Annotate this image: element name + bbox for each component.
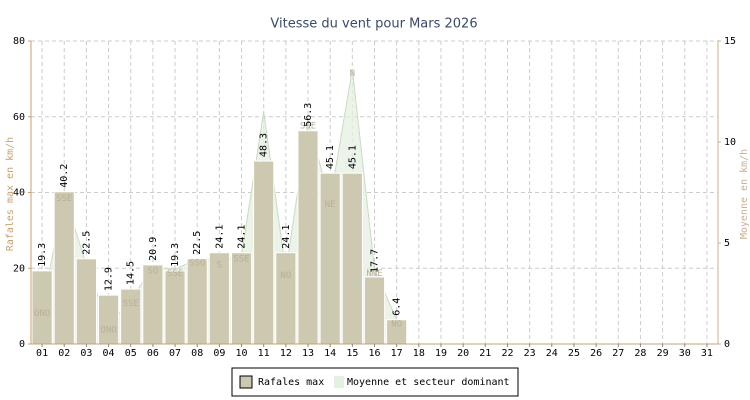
- x-tick-label: 02: [58, 348, 70, 359]
- y-tick-label: 60: [13, 112, 25, 123]
- value-label: 17.7: [370, 249, 381, 273]
- y-tick-label: 80: [13, 36, 25, 47]
- x-tick-label: 01: [36, 348, 48, 359]
- bar: [53, 191, 75, 345]
- value-label: 48.3: [259, 133, 270, 157]
- x-tick-label: 22: [501, 348, 513, 359]
- bar: [120, 288, 142, 345]
- legend-label: Rafales max: [258, 377, 324, 388]
- value-label: 45.1: [325, 145, 336, 169]
- sector-label: SO: [147, 267, 158, 277]
- x-tick-label: 15: [346, 348, 358, 359]
- legend-label: Moyenne et secteur dominant: [347, 377, 510, 388]
- x-tick-label: 07: [169, 348, 181, 359]
- value-label: 14.5: [126, 261, 137, 285]
- y2-tick-label: 0: [724, 339, 730, 350]
- bar: [230, 252, 253, 345]
- bar: [319, 172, 341, 345]
- x-tick-label: 17: [391, 348, 403, 359]
- sector-label: SSE: [167, 269, 183, 279]
- bar: [75, 258, 97, 345]
- value-label: 24.1: [237, 225, 248, 249]
- x-tick-label: 31: [701, 348, 713, 359]
- value-label: 40.2: [59, 164, 70, 188]
- bar: [31, 270, 53, 345]
- value-label: 56.3: [303, 103, 314, 127]
- x-tick-label: 06: [147, 348, 159, 359]
- legend-swatch: [239, 375, 253, 389]
- y2-tick-label: 15: [724, 36, 736, 47]
- x-tick-label: 30: [679, 348, 691, 359]
- sector-label: S: [217, 261, 222, 271]
- bar: [297, 130, 319, 345]
- y-tick-label: 40: [13, 188, 25, 199]
- sector-label: NO: [391, 319, 402, 329]
- x-tick-label: 13: [302, 348, 314, 359]
- x-tick-label: 14: [324, 348, 336, 359]
- value-label: 22.5: [81, 231, 92, 255]
- bar: [164, 270, 186, 345]
- bar: [253, 160, 275, 345]
- sector-label: NO: [280, 271, 291, 281]
- sector-label: SSE: [56, 194, 72, 204]
- y2-tick-label: 10: [724, 137, 736, 148]
- sector-label: ONO: [34, 309, 50, 319]
- x-tick-label: 21: [479, 348, 491, 359]
- legend-swatch: [334, 376, 344, 388]
- x-tick-label: 11: [258, 348, 270, 359]
- x-tick-label: 29: [657, 348, 669, 359]
- x-tick-label: 27: [612, 348, 624, 359]
- x-tick-label: 10: [236, 348, 248, 359]
- x-tick-label: 19: [435, 348, 447, 359]
- x-tick-label: 09: [213, 348, 225, 359]
- sector-label: N: [350, 69, 355, 79]
- value-label: 22.5: [192, 231, 203, 255]
- x-tick-label: 18: [413, 348, 425, 359]
- value-label: 6.4: [392, 298, 403, 316]
- bar: [275, 252, 297, 345]
- value-label: 20.9: [148, 237, 159, 261]
- bar: [363, 276, 386, 345]
- x-tick-label: 23: [524, 348, 536, 359]
- sector-label: NE: [325, 200, 336, 210]
- sector-label: ONO: [100, 325, 116, 335]
- sector-label: SSE: [300, 121, 316, 131]
- x-tick-label: 03: [80, 348, 92, 359]
- x-tick-label: 12: [280, 348, 292, 359]
- sector-label: SSE: [123, 299, 139, 309]
- bar: [97, 294, 120, 345]
- legend-box: [231, 367, 519, 397]
- y-axis-label: Rafales max en km/h: [5, 137, 16, 251]
- value-label: 24.1: [281, 225, 292, 249]
- x-tick-label: 28: [634, 348, 646, 359]
- x-tick-label: 16: [368, 348, 380, 359]
- x-tick-label: 04: [103, 348, 115, 359]
- x-tick-label: 24: [546, 348, 558, 359]
- x-tick-label: 20: [457, 348, 469, 359]
- sector-label: SSE: [233, 255, 249, 265]
- value-label: 19.3: [37, 243, 48, 267]
- value-label: 45.1: [347, 145, 358, 169]
- x-tick-label: 08: [191, 348, 203, 359]
- value-label: 19.3: [170, 243, 181, 267]
- value-label: 24.1: [214, 225, 225, 249]
- sector-label: SSO: [189, 259, 205, 269]
- sector-label: NNE: [366, 269, 382, 279]
- value-label: 12.9: [104, 267, 115, 291]
- bar: [341, 172, 363, 345]
- x-tick-label: 25: [568, 348, 580, 359]
- y-tick-label: 0: [19, 339, 25, 350]
- x-tick-label: 05: [125, 348, 137, 359]
- chart-title: Vitesse du vent pour Mars 2026: [270, 17, 477, 32]
- x-tick-label: 26: [590, 348, 602, 359]
- y2-axis-label: Moyenne en km/h: [739, 149, 750, 239]
- bar: [186, 258, 208, 345]
- y-tick-label: 20: [13, 263, 25, 274]
- y2-tick-label: 5: [724, 238, 730, 249]
